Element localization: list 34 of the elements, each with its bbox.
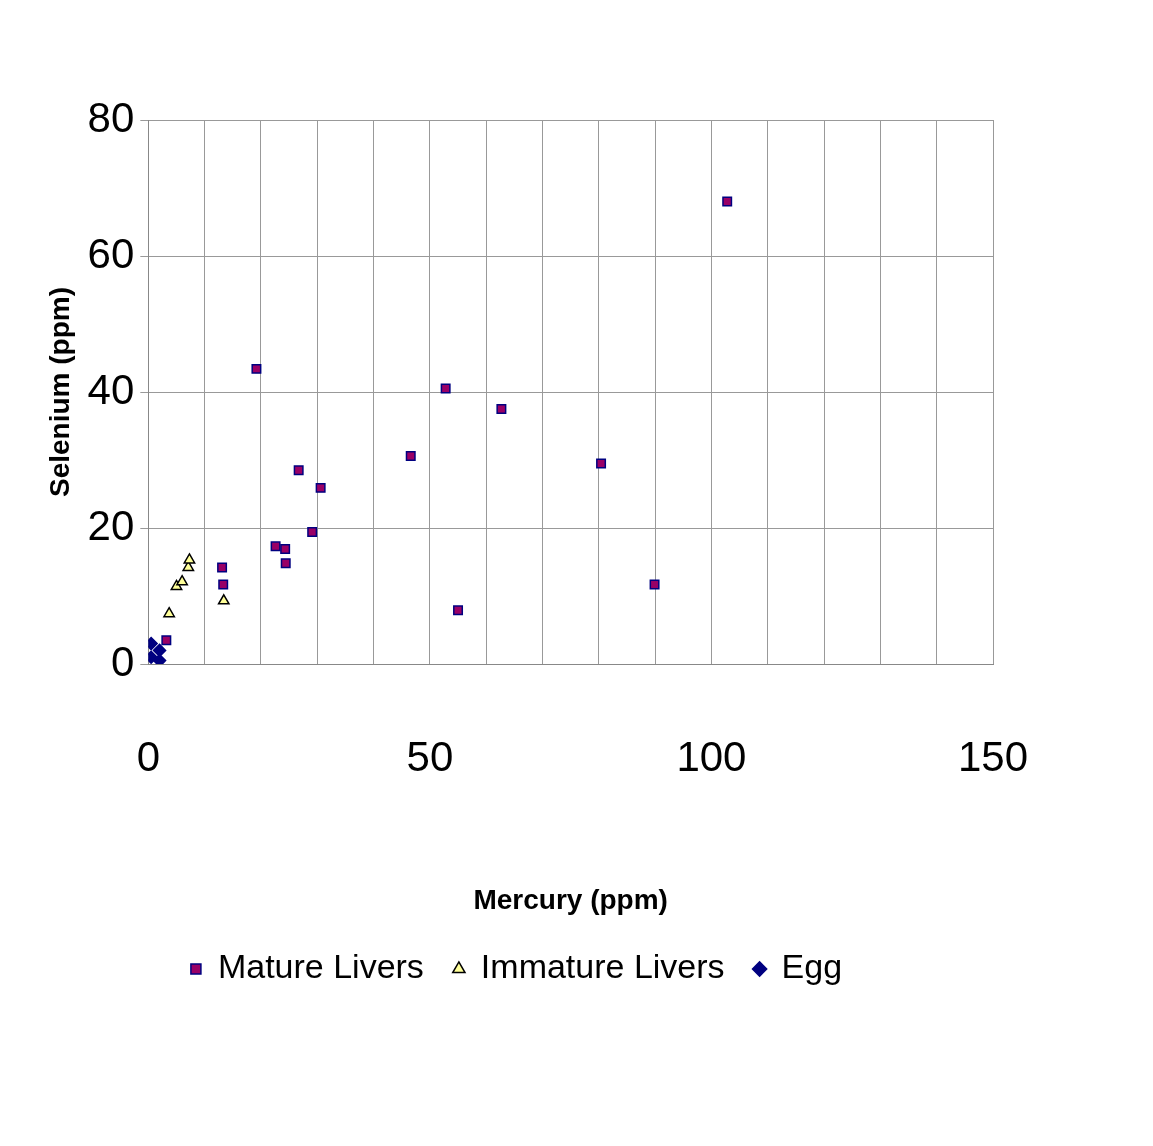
point (183, 553, 196, 564)
x-tick-label: 100 (676, 732, 747, 780)
x-axis-title: Mercury (ppm) (473, 883, 668, 915)
legend-label: Immature Livers (480, 947, 725, 986)
point (251, 363, 262, 374)
point (161, 635, 172, 646)
point (440, 383, 451, 394)
y-tick-label: 60 (87, 229, 135, 277)
x-tick-label: 150 (957, 732, 1029, 780)
legend-label: Egg (781, 947, 843, 986)
y-tick-label: 0 (110, 637, 135, 685)
y-tick-label: 40 (87, 365, 135, 413)
point (453, 605, 464, 616)
point (496, 404, 507, 414)
point (315, 482, 326, 493)
point (217, 594, 230, 605)
y-tick-label: 80 (87, 93, 135, 141)
point (163, 606, 176, 618)
point (280, 558, 291, 569)
legend-label: Mature Livers (217, 947, 424, 986)
y-tick-label: 20 (87, 501, 135, 549)
point (596, 458, 607, 469)
point (307, 527, 318, 538)
point (218, 579, 229, 590)
point (405, 450, 416, 461)
point (722, 196, 733, 207)
x-tick-label: 50 (406, 732, 454, 780)
point (293, 465, 304, 476)
point (176, 574, 189, 586)
y-axis-title: Selenium (ppm) (43, 286, 75, 498)
point (217, 562, 228, 573)
point (280, 544, 291, 555)
point (649, 579, 660, 590)
point (270, 541, 281, 552)
